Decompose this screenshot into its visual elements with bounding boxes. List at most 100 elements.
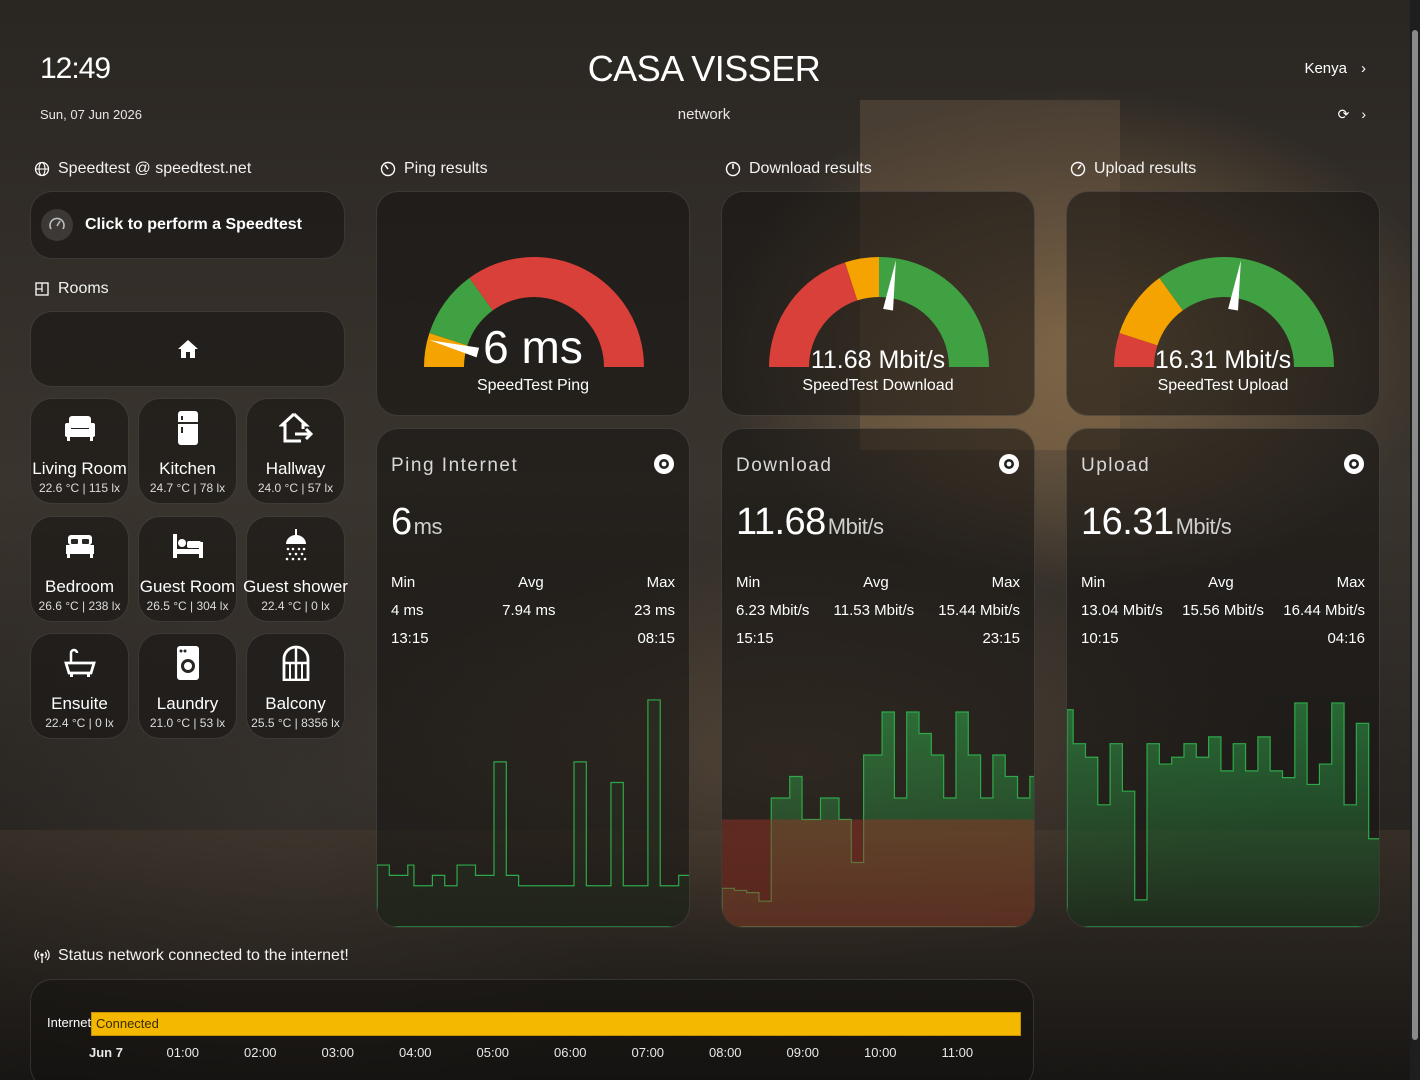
- room-stats: 26.5 °C | 304 lx: [146, 599, 229, 613]
- max-time: 08:15: [637, 630, 675, 647]
- stat-labels: Min Avg Max: [391, 574, 675, 591]
- eye-icon[interactable]: [1343, 453, 1365, 480]
- room-name: Hallway: [265, 459, 326, 478]
- scrollbar-thumb[interactable]: [1412, 30, 1418, 1040]
- ping-gauge-card[interactable]: 6 ms SpeedTest Ping: [376, 191, 690, 416]
- timeline-tick-label: 10:00: [864, 1045, 897, 1060]
- upload-history-graph: [1067, 702, 1379, 927]
- home-button[interactable]: [30, 311, 345, 387]
- stat-labels: Min Avg Max: [736, 574, 1020, 591]
- max-value: 23 ms: [634, 602, 675, 619]
- room-guest-shower[interactable]: Guest shower 22.4 °C | 0 lx: [243, 516, 348, 622]
- room-bedroom[interactable]: Bedroom 26.6 °C | 238 lx: [30, 516, 129, 622]
- ping-section-label: Ping results: [380, 160, 488, 178]
- room-name: Guest Room: [139, 577, 236, 596]
- upload-gauge-card[interactable]: 16.31 Mbit/s SpeedTest Upload: [1066, 191, 1380, 416]
- timeline-entity-label: Internet: [47, 1015, 92, 1030]
- internet-timeline-card[interactable]: Internet Connected Jun 7 01:00 02:00 03:00 0…: [30, 979, 1034, 1080]
- max-value: 15.44 Mbit/s: [938, 602, 1020, 619]
- gauge-value: 16.31 Mbit/s: [1154, 346, 1292, 374]
- room-stats: 22.4 °C | 0 lx: [45, 716, 114, 730]
- room-name: Laundry: [156, 694, 219, 713]
- max-time: 23:15: [982, 630, 1020, 647]
- room-stats: 22.4 °C | 0 lx: [261, 599, 330, 613]
- room-name: Kitchen: [159, 459, 216, 478]
- min-value: 4 ms: [391, 602, 424, 619]
- clock-date: Sun, 07 Jun 2026: [40, 107, 142, 122]
- room-stats: 26.6 °C | 238 lx: [38, 599, 121, 613]
- page-title: CASA VISSER: [587, 48, 821, 89]
- room-ensuite[interactable]: Ensuite 22.4 °C | 0 lx: [30, 633, 129, 739]
- gauge-segment: [1159, 257, 1334, 367]
- fridge-icon: [177, 407, 199, 449]
- bed-icon: [64, 525, 96, 567]
- upload-graph-card[interactable]: Upload 16.31Mbit/s Min Avg Max 13.04 Mbit/…: [1066, 428, 1380, 928]
- timeline-tick-label: 01:00: [166, 1045, 200, 1060]
- gauge-segment: [429, 278, 493, 346]
- ping-gauge: [424, 257, 644, 367]
- graph-series-area: [1067, 702, 1379, 927]
- timeline-tick-label: 03:00: [321, 1045, 355, 1060]
- shower-icon: [282, 525, 310, 567]
- bed-guest-icon: [171, 525, 205, 567]
- room-guest-room[interactable]: Guest Room 26.5 °C | 304 lx: [138, 516, 237, 622]
- user-menu[interactable]: Kenya ›: [1304, 60, 1366, 77]
- room-laundry[interactable]: Laundry 21.0 °C | 53 lx: [138, 633, 237, 739]
- timeline-tick-label: 08:00: [709, 1045, 742, 1060]
- gauge-segment: [1119, 278, 1183, 346]
- floor-plan-icon: [35, 282, 49, 296]
- gauge-value: 11.68 Mbit/s: [810, 346, 946, 374]
- refresh-menu[interactable]: ⟳ ›: [1338, 106, 1366, 123]
- room-hallway[interactable]: Hallway 24.0 °C | 57 lx: [246, 398, 345, 504]
- stat-values: 4 ms 7.94 ms 23 ms: [391, 602, 675, 619]
- run-speedtest-button[interactable]: Click to perform a Speedtest: [30, 191, 345, 259]
- gauge-name: SpeedTest Upload: [1157, 377, 1289, 394]
- washing-machine-icon: [176, 642, 200, 684]
- min-value: 6.23 Mbit/s: [736, 602, 810, 619]
- room-stats: 24.7 °C | 78 lx: [149, 481, 226, 495]
- graph-title: Upload: [1081, 455, 1151, 476]
- upload-gauge: [1114, 257, 1334, 367]
- ping-graph-card[interactable]: Ping Internet 6ms Min Avg Max 4 ms 7.94 ms 2…: [376, 428, 690, 928]
- gauge-segment: [845, 257, 879, 301]
- download-gauge: [769, 257, 989, 367]
- eye-icon[interactable]: [653, 453, 675, 480]
- download-gauge-card[interactable]: 11.68 Mbit/s SpeedTest Download: [721, 191, 1035, 416]
- user-name: Kenya: [1304, 60, 1347, 77]
- gauge-segment: [469, 257, 644, 367]
- room-living-room[interactable]: Living Room 22.6 °C | 115 lx: [30, 398, 129, 504]
- stat-labels: Min Avg Max: [1081, 574, 1365, 591]
- graph-current-value: 11.68Mbit/s: [736, 501, 884, 543]
- chevron-right-icon: ›: [1361, 60, 1366, 77]
- timeline-tick-label: 02:00: [244, 1045, 277, 1060]
- status-section-label: Status network connected to the internet…: [34, 947, 349, 965]
- download-graph-card[interactable]: Download 11.68Mbit/s Min Avg Max 6.23 Mbit…: [721, 428, 1035, 928]
- access-point-icon: [34, 949, 50, 963]
- timeline-tick-label: 07:00: [631, 1045, 665, 1060]
- avg-value: 15.56 Mbit/s: [1182, 602, 1264, 619]
- room-kitchen[interactable]: Kitchen 24.7 °C | 78 lx: [138, 398, 237, 504]
- timeline-tick-label: 04:00: [399, 1045, 432, 1060]
- bathtub-icon: [63, 642, 96, 684]
- timeline-state-bar[interactable]: Connected: [91, 1012, 1021, 1036]
- graph-series-area: [722, 711, 1034, 927]
- speedtest-button-label: Click to perform a Speedtest: [85, 216, 302, 233]
- room-name: Bedroom: [45, 577, 114, 596]
- globe-icon: [34, 161, 50, 177]
- speedometer-icon: [1070, 161, 1086, 177]
- graph-threshold-band: [722, 819, 1034, 927]
- ping-history-graph: [377, 699, 689, 927]
- scrollbar[interactable]: [1410, 0, 1420, 1080]
- room-name: Guest shower: [243, 577, 348, 596]
- download-section-label: Download results: [725, 160, 872, 178]
- gauge-segment: [1114, 333, 1158, 367]
- gauge-needle: [883, 260, 896, 311]
- eye-icon[interactable]: [998, 453, 1020, 480]
- timeline-tick-label: 11:00: [941, 1045, 974, 1060]
- clock-time: 12:49: [40, 52, 111, 85]
- room-balcony[interactable]: Balcony 25.5 °C | 8356 lx: [246, 633, 345, 739]
- room-stats: 25.5 °C | 8356 lx: [251, 716, 340, 730]
- sofa-icon: [63, 407, 97, 449]
- timeline-tick-label: 09:00: [786, 1045, 820, 1060]
- download-history-graph: [722, 711, 1034, 927]
